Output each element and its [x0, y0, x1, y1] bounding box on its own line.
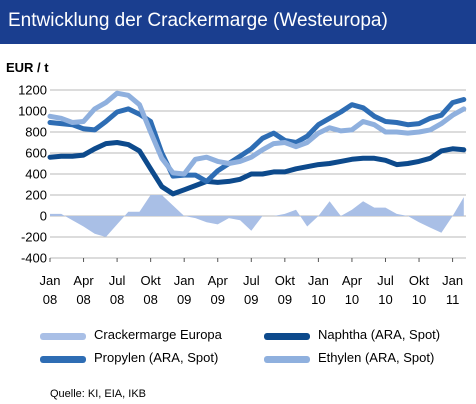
legend-label-ethylen: Ethylen (ARA, Spot) — [318, 350, 435, 365]
legend-item-naphtha: Naphtha (ARA, Spot) — [264, 327, 469, 345]
y-tick-label: 400 — [25, 167, 47, 182]
x-tick-label-month: Okt — [275, 273, 296, 288]
legend-item-propylen: Propylen (ARA, Spot) — [40, 350, 250, 368]
y-axis-unit: EUR / t — [6, 60, 49, 75]
x-tick-label-year: 09 — [177, 292, 191, 307]
legend-swatch-ethylen — [264, 356, 310, 363]
legend-swatch-cracker — [40, 333, 86, 340]
y-tick-label: -200 — [21, 230, 47, 245]
legend-label-naphtha: Naphtha (ARA, Spot) — [318, 327, 441, 342]
x-tick-label-month: Jan — [40, 273, 61, 288]
y-tick-label: 600 — [25, 146, 47, 161]
x-tick-label-year: 10 — [412, 292, 426, 307]
series-line-ethylen — [47, 90, 467, 177]
x-tick-label-month: Okt — [409, 273, 430, 288]
x-tick-label-month: Apr — [73, 273, 94, 288]
series-line-naphtha — [47, 140, 467, 197]
x-tick-label-month: Jan — [442, 273, 463, 288]
legend-swatch-naphtha — [264, 333, 310, 340]
legend-label-cracker: Crackermarge Europa — [94, 327, 222, 342]
x-tick-label-year: 10 — [311, 292, 325, 307]
x-tick-label-year: 10 — [345, 292, 359, 307]
chart-title: Entwicklung der Crackermarge (Westeuropa… — [8, 10, 388, 31]
x-tick-label-month: Jul — [109, 273, 126, 288]
legend-item-ethylen: Ethylen (ARA, Spot) — [264, 350, 469, 368]
legend-item-cracker: Crackermarge Europa — [40, 327, 240, 345]
x-tick-label-year: 09 — [278, 292, 292, 307]
x-tick-label-month: Jul — [243, 273, 260, 288]
x-tick-label-year: 08 — [143, 292, 157, 307]
y-tick-label: 1200 — [18, 83, 47, 98]
x-tick-label-year: 09 — [244, 292, 258, 307]
series-area-cracker — [50, 195, 464, 237]
y-tick-label: 1000 — [18, 104, 47, 119]
y-tick-label: -400 — [21, 251, 47, 266]
x-tick-label-year: 09 — [211, 292, 225, 307]
y-tick-label: 0 — [40, 209, 47, 224]
x-tick-label-month: Okt — [141, 273, 162, 288]
x-tick-label-year: 10 — [378, 292, 392, 307]
x-tick-label-year: 08 — [110, 292, 124, 307]
x-tick-label-month: Apr — [208, 273, 229, 288]
x-tick-label-month: Jan — [174, 273, 195, 288]
x-tick-label-year: 08 — [76, 292, 90, 307]
y-tick-label: 800 — [25, 125, 47, 140]
legend-label-propylen: Propylen (ARA, Spot) — [94, 350, 219, 365]
x-tick-label-month: Jan — [308, 273, 329, 288]
series-line-propylen — [47, 97, 467, 184]
source-note: Quelle: KI, EIA, IKB — [50, 388, 146, 400]
chart-header: Entwicklung der Crackermarge (Westeuropa… — [0, 0, 476, 44]
x-tick-label-year: 11 — [446, 292, 460, 307]
y-tick-label: 200 — [25, 188, 47, 203]
x-tick-label-month: Apr — [342, 273, 363, 288]
legend-swatch-propylen — [40, 356, 86, 363]
x-tick-label-month: Jul — [377, 273, 394, 288]
x-tick-label-year: 08 — [43, 292, 57, 307]
